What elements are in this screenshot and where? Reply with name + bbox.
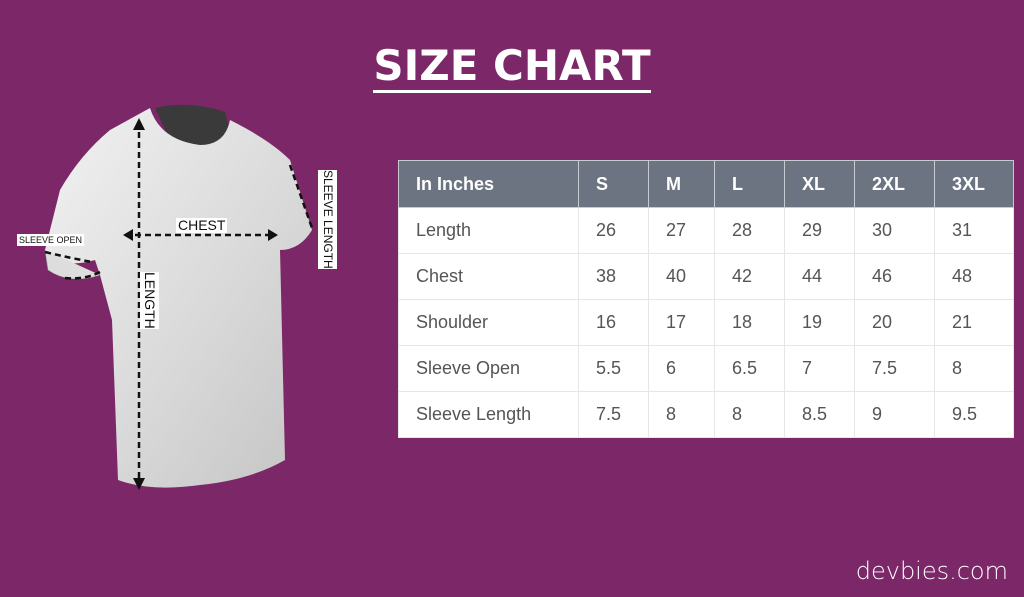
size-value: 9	[854, 391, 935, 438]
size-value: 38	[578, 253, 649, 300]
sleeve-open-label: SLEEVE OPEN	[17, 234, 85, 246]
tshirt-illustration	[44, 104, 314, 490]
size-value: 40	[648, 253, 715, 300]
chest-label: CHEST	[176, 217, 228, 233]
table-row: Sleeve Length 7.5 8 8 8.5 9 9.5	[398, 391, 1014, 438]
length-arrow	[44, 122, 314, 486]
header-cell: In Inches	[398, 160, 579, 208]
row-label: Length	[398, 207, 579, 254]
size-value: 30	[854, 207, 935, 254]
table-row: Sleeve Open 5.5 6 6.5 7 7.5 8	[398, 345, 1014, 392]
size-value: 18	[714, 299, 785, 346]
table-row: Chest 38 40 42 44 46 48	[398, 253, 1014, 300]
size-value: 42	[714, 253, 785, 300]
size-value: 21	[934, 299, 1014, 346]
row-label: Chest	[398, 253, 579, 300]
size-value: 8	[934, 345, 1014, 392]
size-value: 44	[784, 253, 855, 300]
header-cell: 2XL	[854, 160, 935, 208]
header-cell: L	[714, 160, 785, 208]
header-cell: S	[578, 160, 649, 208]
size-value: 48	[934, 253, 1014, 300]
sleeve-length-label: SLEEVE LENGTH	[318, 170, 337, 269]
size-value: 28	[714, 207, 785, 254]
size-value: 27	[648, 207, 715, 254]
header-cell: XL	[784, 160, 855, 208]
size-value: 19	[784, 299, 855, 346]
size-value: 8	[714, 391, 785, 438]
length-label: LENGTH	[140, 272, 159, 329]
table-row: Length 26 27 28 29 30 31	[398, 207, 1014, 254]
size-value: 16	[578, 299, 649, 346]
table-header-row: In Inches S M L XL 2XL 3XL	[398, 160, 1014, 208]
row-label: Sleeve Open	[398, 345, 579, 392]
size-value: 26	[578, 207, 649, 254]
size-value: 8.5	[784, 391, 855, 438]
site-watermark: devbies.com	[855, 557, 1008, 585]
size-value: 6	[648, 345, 715, 392]
size-table: In Inches S M L XL 2XL 3XL Length 26 27 28 2…	[398, 160, 1014, 438]
size-value: 7.5	[854, 345, 935, 392]
size-value: 46	[854, 253, 935, 300]
size-value: 31	[934, 207, 1014, 254]
size-value: 5.5	[578, 345, 649, 392]
size-value: 17	[648, 299, 715, 346]
size-value: 7	[784, 345, 855, 392]
header-cell: M	[648, 160, 715, 208]
row-label: Shoulder	[398, 299, 579, 346]
size-value: 20	[854, 299, 935, 346]
size-value: 6.5	[714, 345, 785, 392]
size-value: 7.5	[578, 391, 649, 438]
size-value: 29	[784, 207, 855, 254]
header-cell: 3XL	[934, 160, 1014, 208]
table-row: Shoulder 16 17 18 19 20 21	[398, 299, 1014, 346]
size-value: 8	[648, 391, 715, 438]
size-value: 9.5	[934, 391, 1014, 438]
page-title: SIZE CHART	[0, 40, 1024, 93]
row-label: Sleeve Length	[398, 391, 579, 438]
